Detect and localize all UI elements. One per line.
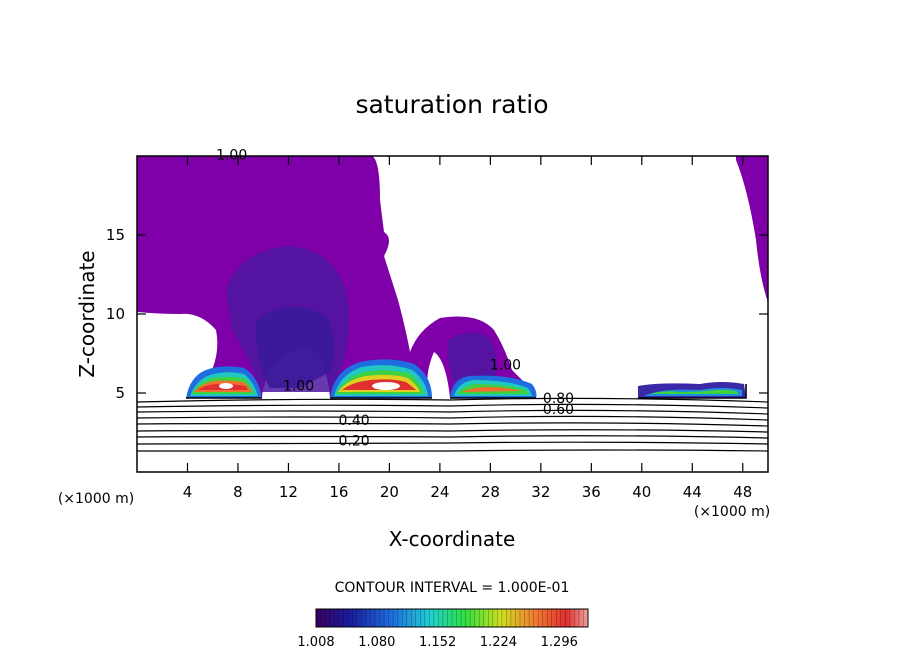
contour-label: 0.80 [543, 391, 574, 407]
contour-label: 0.40 [338, 413, 369, 429]
colorbar-label: 1.152 [419, 635, 456, 650]
y-axis-title: Z-coordinate [75, 250, 99, 377]
x-tick-label: 40 [632, 483, 651, 501]
core-3 [450, 375, 537, 398]
y-axis: 5 10 15 [106, 226, 768, 402]
y-tick-label: 10 [106, 305, 125, 323]
colorbar-bands [320, 609, 584, 627]
y-axis-unit: (×1000 m) [58, 491, 134, 507]
x-tick-label: 36 [582, 483, 601, 501]
y-tick-label: 5 [115, 384, 125, 402]
colorbar-label: 1.224 [480, 635, 517, 650]
contour-label: 0.20 [338, 434, 369, 450]
x-tick-label: 28 [481, 483, 500, 501]
chart-title: saturation ratio [355, 90, 548, 119]
core-4 [638, 382, 746, 398]
x-tick-label: 16 [329, 483, 348, 501]
x-tick-label: 20 [380, 483, 399, 501]
y-tick-label: 15 [106, 226, 125, 244]
cloud-outlines [186, 384, 747, 399]
x-axis-unit: (×1000 m) [694, 504, 770, 520]
saturated-region-upper-right [736, 156, 768, 302]
x-tick-label: 32 [531, 483, 550, 501]
colorbar-label: 1.296 [541, 635, 578, 650]
colorbar-label: 1.008 [297, 635, 334, 650]
x-axis-title: X-coordinate [389, 527, 516, 551]
colorbar-label: 1.080 [358, 635, 395, 650]
contour-label: 1.00 [283, 378, 314, 394]
core-1 [186, 366, 262, 398]
x-tick-label: 48 [733, 483, 752, 501]
colorbar [315, 608, 589, 628]
x-tick-label: 8 [233, 483, 243, 501]
core-2 [330, 359, 432, 398]
contour-label: 1.00 [490, 358, 521, 374]
x-tick-label: 24 [430, 483, 449, 501]
x-tick-label: 44 [683, 483, 702, 501]
x-tick-label: 12 [279, 483, 298, 501]
contour-interval-text: CONTOUR INTERVAL = 1.000E-01 [335, 580, 570, 596]
saturated-region-inner2 [255, 306, 335, 388]
x-tick-label: 4 [183, 483, 193, 501]
colorbar-labels: 1.008 1.080 1.152 1.224 1.296 [297, 635, 577, 650]
plot-area [137, 156, 768, 452]
saturated-region-inner3 [447, 332, 497, 388]
x-axis: 4 8 12 16 20 24 28 32 36 40 44 48 [183, 156, 752, 501]
contour-label: 0.60 [543, 402, 574, 418]
line-contours [137, 397, 768, 452]
